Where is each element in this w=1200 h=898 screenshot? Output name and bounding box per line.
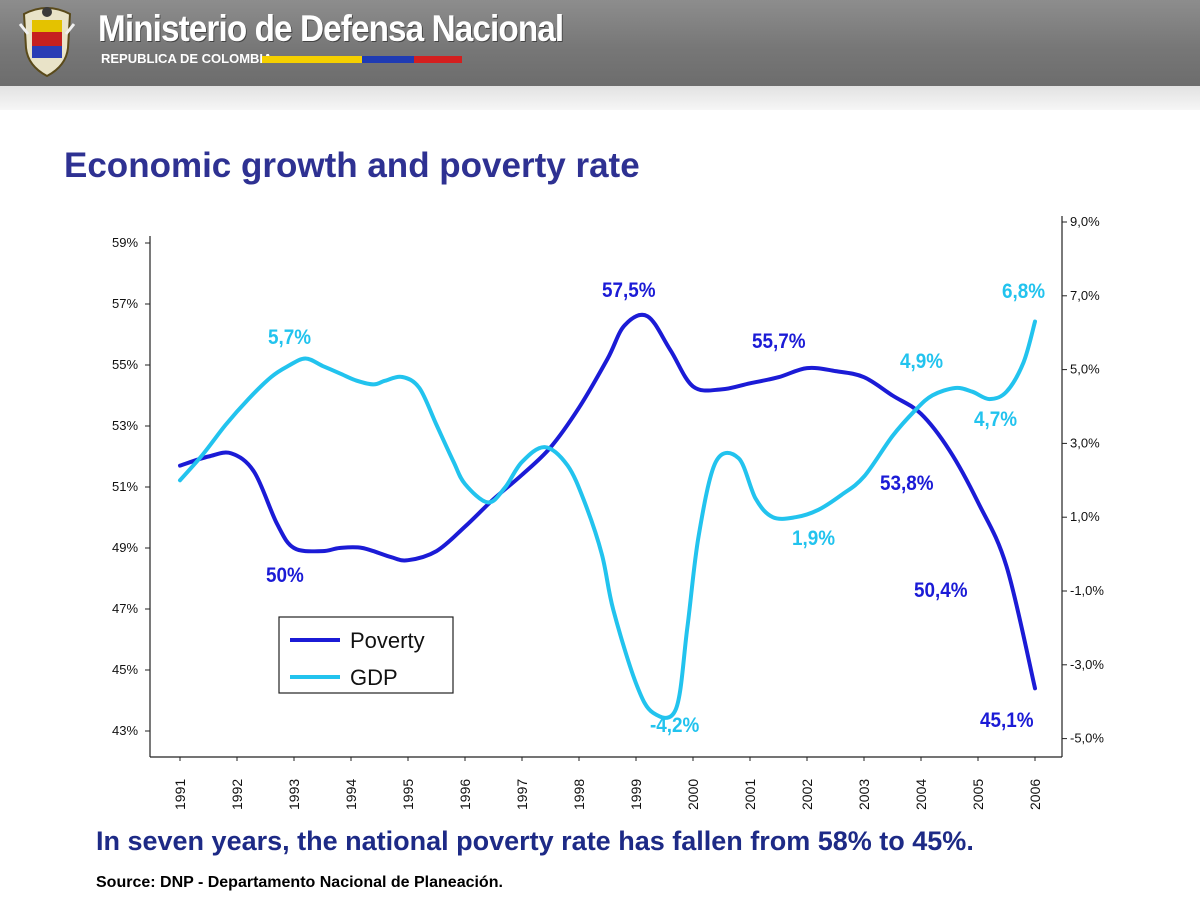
left-tick-label: 49% [112,540,138,555]
x-tick-label: 1997 [514,779,530,810]
x-tick-label: 2004 [913,779,929,810]
coat-of-arms-icon [18,7,76,78]
data-label: 4,7% [974,408,1017,431]
org-country: REPUBLICA DE COLOMBIA [101,51,273,66]
left-tick-label: 51% [112,479,138,494]
right-tick-label: -5,0% [1070,731,1104,746]
x-tick-label: 1991 [172,779,188,810]
right-tick-label: 5,0% [1070,362,1100,377]
data-label: 57,5% [602,279,656,302]
legend-box [278,616,454,694]
x-tick-label: 1993 [286,779,302,810]
right-tick-label: 7,0% [1070,288,1100,303]
x-tick-label: 2006 [1027,779,1043,810]
x-tick-label: 1998 [571,779,587,810]
data-label: 1,9% [792,527,835,550]
page-title: Economic growth and poverty rate [64,146,640,185]
legend-label-poverty: Poverty [350,628,425,653]
data-label: 50,4% [914,579,968,602]
header-banner [0,0,1200,96]
left-tick-label: 45% [112,662,138,677]
right-tick-label: 3,0% [1070,435,1100,450]
right-tick-label: 1,0% [1070,509,1100,524]
x-tick-label: 2001 [742,779,758,810]
flag-color-bars [262,56,462,63]
x-tick-label: 2005 [970,779,986,810]
data-label: 55,7% [752,330,806,353]
legend-label-gdp: GDP [350,665,398,690]
data-label: 6,8% [1002,280,1045,303]
x-tick-label: 1992 [229,779,245,810]
left-tick-label: 55% [112,357,138,372]
x-tick-label: 1994 [343,779,359,810]
data-label: -4,2% [650,714,700,737]
org-name: Ministerio de Defensa Nacional [98,8,564,49]
series-line-gdp [178,319,1037,720]
left-tick-label: 43% [112,723,138,738]
series-line-poverty [178,312,1037,691]
left-tick-label: 47% [112,601,138,616]
line-chart: 59% 57% 55% 53% 51% 49% 47% 45% 43% 9,0% 7,0% 5,0% 3… [112,214,1104,810]
x-tick-label: 1995 [400,779,416,810]
data-label: 4,9% [900,350,943,373]
x-tick-label: 2003 [856,779,872,810]
data-label: 53,8% [880,472,934,495]
left-tick-label: 53% [112,418,138,433]
right-tick-label: -1,0% [1070,583,1104,598]
left-tick-label: 59% [112,235,138,250]
header-shadow-strip [0,86,1200,110]
conclusion-text: In seven years, the national poverty rat… [96,826,974,856]
data-label: 45,1% [980,709,1034,732]
x-tick-label: 1996 [457,779,473,810]
x-tick-label: 1999 [628,779,644,810]
right-tick-label: -3,0% [1070,657,1104,672]
x-tick-label: 2002 [799,779,815,810]
x-tick-label: 2000 [685,779,701,810]
right-tick-label: 9,0% [1070,214,1100,229]
data-label: 5,7% [268,326,311,349]
left-tick-label: 57% [112,296,138,311]
source-note: Source: DNP - Departamento Nacional de P… [96,874,503,891]
data-label: 50% [266,564,304,587]
